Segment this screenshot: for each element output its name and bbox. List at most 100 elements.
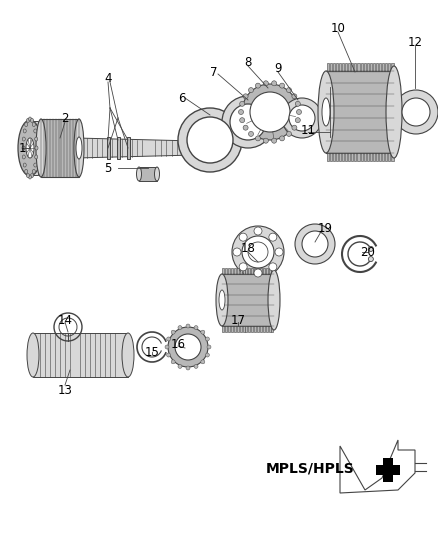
Ellipse shape <box>22 155 25 159</box>
Bar <box>248 268 251 274</box>
Text: 20: 20 <box>360 246 375 259</box>
Ellipse shape <box>26 118 29 123</box>
Bar <box>382 63 384 71</box>
Bar <box>243 268 244 274</box>
Ellipse shape <box>34 129 37 133</box>
Text: MPLS/HPLS: MPLS/HPLS <box>265 461 354 475</box>
Circle shape <box>232 226 284 278</box>
Circle shape <box>248 242 268 262</box>
Bar <box>251 326 253 332</box>
Text: 6: 6 <box>178 92 186 104</box>
Circle shape <box>255 83 261 88</box>
Bar <box>379 63 381 71</box>
Bar <box>326 71 394 153</box>
Text: 8: 8 <box>244 55 252 69</box>
Circle shape <box>222 96 274 148</box>
Bar <box>231 326 233 332</box>
Circle shape <box>279 83 285 88</box>
Bar <box>240 326 242 332</box>
Circle shape <box>178 326 182 329</box>
Text: 9: 9 <box>274 61 282 75</box>
Ellipse shape <box>25 123 28 126</box>
Bar <box>367 63 369 71</box>
Circle shape <box>263 138 268 143</box>
Circle shape <box>248 132 254 136</box>
Bar <box>240 268 242 274</box>
Bar <box>376 153 378 161</box>
Bar <box>336 153 338 161</box>
Text: 7: 7 <box>210 66 218 78</box>
Polygon shape <box>340 440 415 493</box>
Circle shape <box>250 92 290 132</box>
Bar <box>223 268 224 274</box>
Circle shape <box>292 94 297 99</box>
Bar <box>326 63 328 71</box>
Ellipse shape <box>36 119 46 177</box>
Bar <box>260 268 262 274</box>
Circle shape <box>254 269 262 277</box>
Text: 19: 19 <box>318 222 332 235</box>
Ellipse shape <box>18 120 42 176</box>
Circle shape <box>263 81 268 86</box>
Ellipse shape <box>22 146 25 150</box>
Circle shape <box>282 98 322 138</box>
Ellipse shape <box>368 246 373 252</box>
Bar <box>333 63 335 71</box>
Bar <box>364 153 366 161</box>
Bar <box>370 63 372 71</box>
Ellipse shape <box>386 66 402 158</box>
Bar <box>272 268 273 274</box>
Bar <box>392 153 394 161</box>
Bar <box>245 326 247 332</box>
Bar <box>385 153 387 161</box>
Circle shape <box>254 227 262 235</box>
Circle shape <box>165 345 169 349</box>
Polygon shape <box>33 333 128 377</box>
Bar <box>257 268 259 274</box>
Circle shape <box>302 231 328 257</box>
Bar <box>360 63 363 71</box>
Bar <box>268 326 271 332</box>
Bar <box>357 153 360 161</box>
Ellipse shape <box>155 167 159 181</box>
Bar <box>389 63 391 71</box>
Bar <box>272 326 273 332</box>
Bar <box>248 326 251 332</box>
Circle shape <box>186 366 190 370</box>
Bar <box>228 326 230 332</box>
Bar <box>367 153 369 161</box>
Ellipse shape <box>34 163 37 167</box>
Circle shape <box>166 353 170 357</box>
Bar <box>117 137 120 159</box>
Circle shape <box>295 224 335 264</box>
Circle shape <box>207 345 211 349</box>
Bar <box>373 63 375 71</box>
Circle shape <box>230 104 266 140</box>
Ellipse shape <box>31 118 34 123</box>
Bar <box>336 63 338 71</box>
Circle shape <box>201 330 205 334</box>
Ellipse shape <box>28 117 32 121</box>
Circle shape <box>194 326 198 329</box>
Bar <box>354 153 357 161</box>
Bar <box>329 63 332 71</box>
Text: 17: 17 <box>230 313 246 327</box>
Ellipse shape <box>32 123 35 126</box>
Circle shape <box>240 101 245 106</box>
Circle shape <box>289 105 315 131</box>
Text: 1: 1 <box>18 141 26 155</box>
Ellipse shape <box>32 169 35 173</box>
Circle shape <box>242 84 298 140</box>
Bar <box>222 274 274 326</box>
Circle shape <box>178 108 242 172</box>
Bar <box>263 268 265 274</box>
Bar <box>106 137 110 159</box>
Bar <box>260 326 262 332</box>
Circle shape <box>243 125 248 130</box>
Bar <box>376 465 400 475</box>
Bar <box>127 138 130 159</box>
Bar <box>385 63 387 71</box>
Text: 12: 12 <box>407 36 423 49</box>
Circle shape <box>297 109 301 115</box>
Circle shape <box>269 263 277 271</box>
